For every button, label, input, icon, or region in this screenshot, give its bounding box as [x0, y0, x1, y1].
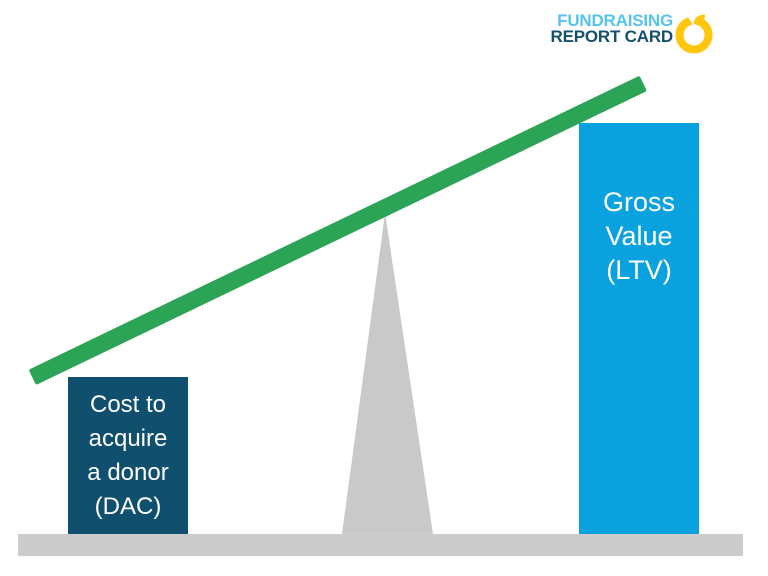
apple-ring-icon [675, 14, 713, 54]
ltv-box-line: Gross [602, 187, 675, 217]
logo-line-report-card: REPORT CARD [550, 27, 674, 46]
dac-box-line: (DAC) [94, 492, 162, 520]
logo-line-fundraising: FUNDRAISING [557, 11, 673, 30]
brand-logo-text: FUNDRAISING REPORT CARD [550, 11, 674, 46]
fulcrum-triangle [342, 213, 433, 534]
dac-box: Cost to acquire a donor (DAC) [68, 377, 188, 534]
dac-box-line: acquire [88, 424, 168, 452]
ltv-box: Gross Value (LTV) [579, 123, 699, 534]
ground-bar [18, 534, 743, 556]
ltv-box-line: Value [605, 221, 673, 251]
seesaw-beam [28, 75, 647, 385]
ltv-box-line: (LTV) [606, 255, 672, 285]
dac-box-line: a donor [87, 458, 169, 486]
brand-logo: FUNDRAISING REPORT CARD [550, 11, 713, 54]
dac-box-line: Cost to [89, 390, 167, 418]
